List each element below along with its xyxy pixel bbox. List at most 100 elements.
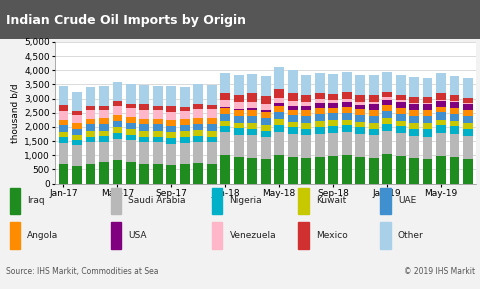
Bar — [126, 84, 135, 104]
Bar — [435, 120, 445, 125]
Bar — [59, 143, 68, 164]
Bar — [220, 155, 229, 184]
Bar — [314, 99, 324, 103]
Bar — [85, 124, 95, 131]
Bar — [314, 127, 324, 134]
Bar — [247, 108, 257, 110]
Bar — [382, 154, 391, 184]
Bar — [395, 108, 405, 114]
Bar — [355, 105, 364, 109]
Bar — [112, 106, 122, 115]
Bar — [435, 93, 445, 100]
Bar — [233, 134, 243, 157]
Bar — [206, 85, 216, 105]
Bar — [274, 132, 284, 155]
Bar — [99, 110, 108, 118]
Bar — [395, 100, 405, 102]
Bar — [180, 107, 189, 111]
Bar — [462, 78, 472, 98]
Bar — [341, 92, 351, 99]
Bar — [382, 118, 391, 124]
Bar — [72, 129, 82, 135]
Bar — [211, 188, 222, 214]
Bar — [368, 135, 378, 158]
Bar — [247, 123, 257, 129]
Bar — [274, 66, 284, 89]
Bar — [287, 122, 297, 127]
Bar — [382, 111, 391, 118]
Bar — [112, 139, 122, 160]
Bar — [287, 157, 297, 184]
Bar — [153, 110, 162, 119]
Bar — [449, 157, 458, 184]
Text: Source: IHS Markit, Commodities at Sea: Source: IHS Markit, Commodities at Sea — [6, 267, 158, 276]
Bar — [260, 110, 270, 112]
Bar — [247, 116, 257, 123]
Bar — [139, 136, 149, 142]
Text: USA: USA — [128, 231, 146, 240]
Bar — [368, 129, 378, 135]
Bar — [274, 106, 284, 112]
Bar — [139, 124, 149, 131]
Bar — [220, 100, 229, 107]
Bar — [462, 123, 472, 129]
Bar — [408, 103, 418, 104]
Bar — [328, 120, 337, 126]
Bar — [435, 107, 445, 112]
Bar — [314, 103, 324, 108]
Bar — [422, 136, 432, 160]
Bar — [462, 110, 472, 116]
Bar — [287, 93, 297, 101]
Bar — [422, 77, 432, 97]
Bar — [328, 100, 337, 103]
Bar — [166, 138, 176, 144]
Bar — [462, 116, 472, 123]
Bar — [126, 123, 135, 129]
Text: Other: Other — [397, 231, 423, 240]
Bar — [180, 143, 189, 164]
Bar — [408, 129, 418, 136]
Bar — [247, 74, 257, 93]
Bar — [382, 97, 391, 100]
Bar — [341, 155, 351, 184]
Bar — [180, 111, 189, 119]
Bar — [301, 110, 311, 116]
Bar — [368, 116, 378, 123]
Bar — [206, 118, 216, 124]
Bar — [274, 103, 284, 106]
Bar — [139, 164, 149, 184]
Bar — [126, 108, 135, 117]
Bar — [462, 105, 472, 110]
Bar — [422, 110, 432, 116]
Bar — [314, 134, 324, 157]
Bar — [298, 188, 308, 214]
Bar — [180, 125, 189, 131]
Bar — [193, 118, 203, 124]
Bar — [153, 124, 162, 131]
Bar — [382, 105, 391, 111]
Bar — [287, 115, 297, 122]
Bar — [435, 73, 445, 93]
Bar — [301, 102, 311, 106]
Bar — [368, 102, 378, 105]
Bar — [341, 107, 351, 113]
Bar — [408, 116, 418, 123]
Bar — [449, 95, 458, 101]
Bar — [233, 123, 243, 128]
Bar — [166, 120, 176, 126]
Bar — [260, 160, 270, 184]
Bar — [435, 100, 445, 101]
Bar — [99, 136, 108, 142]
Text: © 2019 IHS Markit: © 2019 IHS Markit — [403, 267, 474, 276]
Bar — [220, 121, 229, 126]
Bar — [206, 131, 216, 136]
Bar — [341, 132, 351, 155]
Y-axis label: thousand b/d: thousand b/d — [11, 83, 20, 142]
Bar — [328, 103, 337, 108]
Bar — [85, 136, 95, 142]
Bar — [72, 115, 82, 123]
Bar — [110, 188, 121, 214]
Bar — [206, 109, 216, 118]
Bar — [220, 107, 229, 108]
Bar — [180, 137, 189, 143]
